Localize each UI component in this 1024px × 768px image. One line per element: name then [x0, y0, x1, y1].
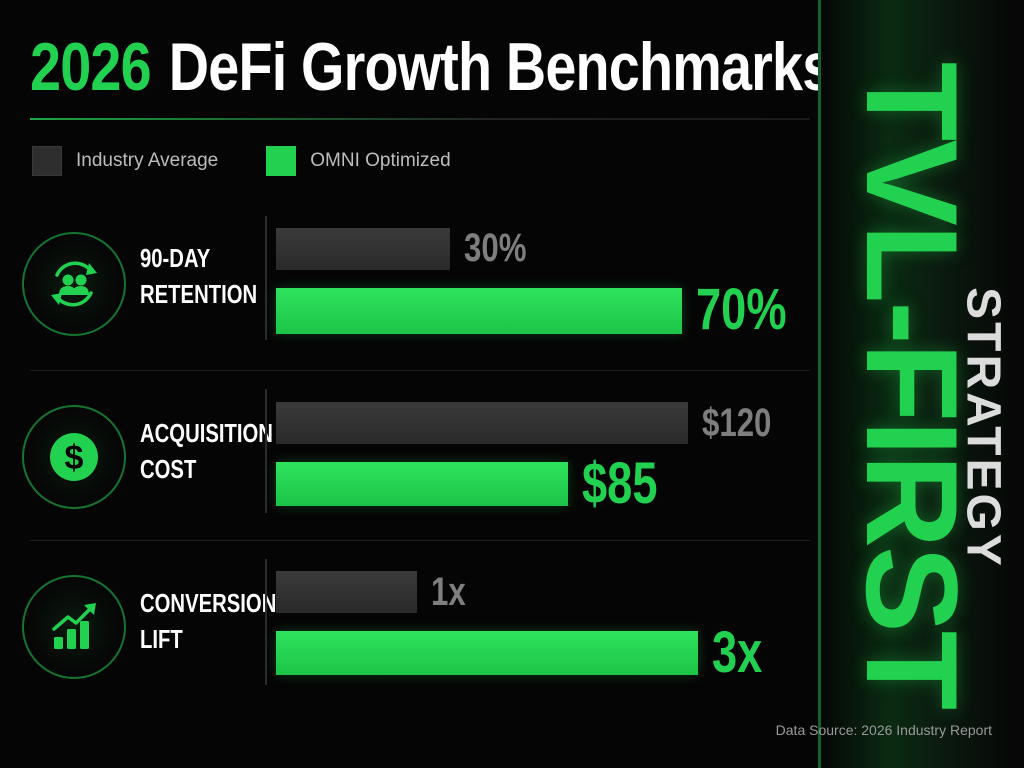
axis-line — [265, 389, 267, 513]
value-label-omni: $85 — [582, 451, 658, 516]
value-label-omni: 70% — [696, 277, 787, 342]
group-divider — [30, 540, 810, 541]
bar-industry — [276, 228, 450, 270]
metric-group-retention: 90-DAY RETENTION 30% 70% — [0, 200, 800, 370]
users-cycle-icon — [22, 232, 126, 336]
legend-item-omni: OMNI Optimized — [266, 146, 451, 176]
dollar-icon: $ — [22, 405, 126, 509]
data-source-note: Data Source: 2026 Industry Report — [775, 722, 992, 738]
bar-omni — [276, 462, 568, 506]
metric-label-line2: LIFT — [140, 624, 183, 654]
title-year: 2026 — [30, 29, 152, 105]
axis-line — [265, 216, 267, 340]
metric-label: ACQUISITION COST — [140, 415, 273, 487]
metric-label-line1: CONVERSION — [140, 588, 277, 618]
axis-line — [265, 559, 267, 685]
legend-label-omni: OMNI Optimized — [310, 150, 451, 171]
bar-industry — [276, 571, 417, 613]
metric-label-line1: ACQUISITION — [140, 418, 273, 448]
side-subheadline: STRATEGY — [956, 287, 1010, 569]
svg-text:$: $ — [65, 439, 84, 477]
bar-omni — [276, 631, 698, 675]
metric-label: CONVERSION LIFT — [140, 585, 277, 657]
title-text: DeFi Growth Benchmarks — [168, 29, 833, 105]
metric-label-line2: RETENTION — [140, 279, 258, 309]
legend: Industry Average OMNI Optimized — [32, 146, 499, 176]
value-label-industry: 1x — [431, 570, 466, 614]
legend-swatch-omni — [266, 146, 297, 176]
title-divider — [30, 118, 810, 120]
group-divider — [30, 370, 810, 371]
side-panel-edge — [818, 0, 821, 768]
bar-industry — [276, 402, 688, 444]
value-label-omni: 3x — [712, 620, 763, 685]
value-label-industry: 30% — [464, 226, 527, 270]
side-panel — [818, 0, 1024, 768]
growth-chart-icon — [22, 575, 126, 679]
metric-label-line1: 90-DAY — [140, 243, 211, 273]
legend-label-industry: Industry Average — [76, 150, 219, 171]
value-label-industry: $120 — [702, 401, 772, 445]
bar-omni — [276, 288, 682, 334]
metric-group-acquisition: $ ACQUISITION COST $120 $85 — [0, 375, 800, 545]
legend-item-industry: Industry Average — [32, 146, 218, 176]
legend-swatch-industry — [32, 146, 62, 176]
metric-label: 90-DAY RETENTION — [140, 240, 258, 312]
metric-label-line2: COST — [140, 454, 197, 484]
metric-group-conversion: CONVERSION LIFT 1x 3x — [0, 545, 800, 715]
chart-title: 2026 DeFi Growth Benchmarks — [30, 22, 833, 112]
